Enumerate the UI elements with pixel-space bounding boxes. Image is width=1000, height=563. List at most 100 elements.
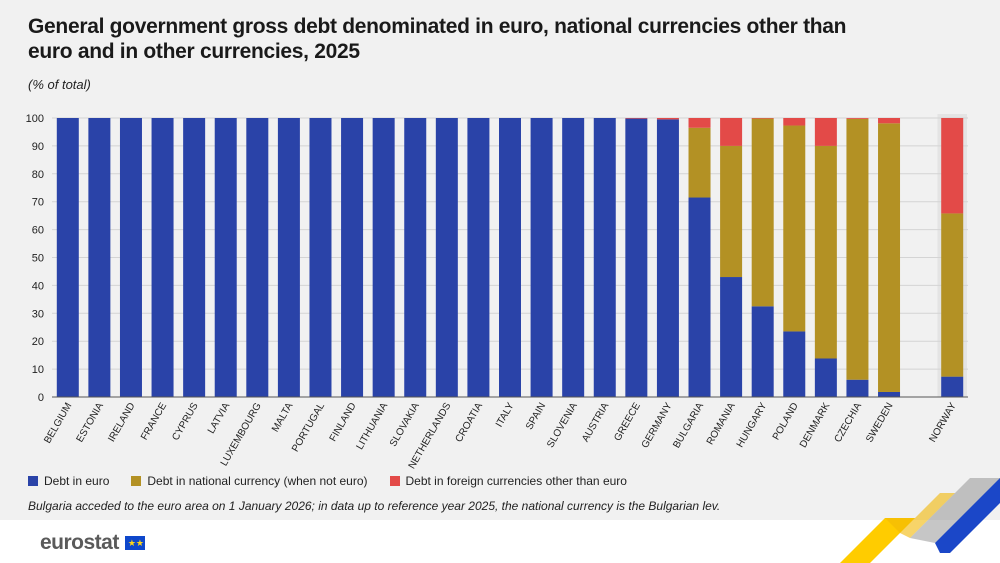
bar-segment [846,118,869,119]
x-tick-label: PORTUGAL [290,401,327,454]
footnote: Bulgaria acceded to the euro area on 1 J… [28,499,721,513]
chart-title: General government gross debt denominate… [28,15,847,63]
x-tick-label: NORWAY [927,401,959,445]
x-tick-label: SWEDEN [864,401,895,445]
x-tick-label: LATVIA [206,401,233,436]
y-tick-label: 70 [32,197,44,209]
bar-segment [625,118,648,398]
bar-segment [656,119,679,398]
bar-segment [593,118,616,397]
bar-segment [56,118,79,397]
y-tick-label: 60 [32,225,44,237]
x-tick-label: GREECE [612,401,643,443]
bar-segment [435,118,458,397]
legend-swatch-foreign [389,476,400,486]
x-tick-label: SLOVENIA [545,401,580,450]
y-tick-label: 0 [38,392,44,404]
bar-segment [372,118,395,397]
y-tick-label: 90 [32,141,44,153]
y-tick-label: 50 [32,253,44,265]
bar-segment [720,277,743,397]
unit-label: (% of total) [28,77,91,92]
bar-segment [814,358,837,397]
x-tick-label: CZECHIA [833,401,865,445]
y-tick-label: 40 [32,280,44,292]
x-tick-label: POLAND [771,401,801,442]
bar-segment [720,118,743,146]
bar-segment [878,123,901,392]
logo-text: eurostat [40,531,119,554]
y-tick-label: 30 [32,308,44,320]
x-tick-label: BELGIUM [42,401,74,445]
bar-segment [499,118,521,397]
x-tick-label: IRELAND [106,401,137,444]
y-tick-label: 20 [32,336,44,348]
x-tick-label: ROMANIA [705,401,738,447]
legend-swatch-euro [28,476,38,486]
x-tick-label: ITALY [494,401,517,430]
bar-segment [783,118,806,126]
y-tick-label: 10 [32,364,44,376]
legend-label-national: Debt in national currency (when not euro… [147,474,368,488]
bar-segment [941,376,964,397]
legend-label-euro: Debt in euro [44,474,110,488]
bar-segment [814,145,837,359]
legend: Debt in euro Debt in national currency (… [28,474,627,488]
x-tick-label: DENMARK [798,401,833,450]
bar-segment [246,118,269,397]
bar-segment [720,145,743,278]
bar-segment [656,118,679,120]
x-tick-label: FRANCE [139,401,169,442]
y-tick-label: 80 [32,169,44,181]
legend-item-euro: Debt in euro [28,474,109,488]
x-tick-label: CYPRUS [170,401,201,443]
bar-segment [814,118,837,146]
x-tick-label: BULGARIA [671,401,706,451]
stacked-bar-chart: 0 10 20 30 40 50 60 70 80 90 100 BELGIUM ESTONIA IREL… [26,113,968,470]
bar-segment [751,118,774,119]
eurostat-logo: eurostat ★★ [40,531,145,555]
bar-segment [688,127,711,198]
bar-segment [846,379,869,397]
bar-segment [119,118,142,397]
decorative-chevron-icon [840,478,1000,563]
bar-segment [688,197,711,397]
bar-segment [846,118,869,380]
bar-segment [183,118,206,397]
bar-segment [751,118,774,307]
x-tick-label: AUSTRIA [580,401,611,444]
bar-segment [214,118,237,397]
bar-segment [309,118,332,397]
x-tick-label: SLOVAKIA [388,401,422,449]
legend-item-national: Debt in national currency (when not euro… [131,474,368,488]
bar-segment [341,118,364,397]
y-tick-label: 100 [26,113,44,125]
bar-segment [404,118,427,397]
eu-flag-icon: ★★ [124,536,145,550]
bar-segment [151,118,174,397]
bar-segment [467,118,490,397]
bar-segment [878,391,901,397]
bar-segment [783,331,806,397]
footer-bar [0,520,1000,563]
x-tick-label: SPAIN [524,401,548,432]
bar-segment [562,118,585,397]
x-tick-label: GERMANY [640,401,675,451]
bar-segment [88,118,111,397]
bar-segment [530,118,553,397]
legend-item-foreign: Debt in foreign currencies other than eu… [389,474,627,488]
bar-segment [941,118,964,214]
x-tick-label: FINLAND [328,401,359,444]
legend-label-foreign: Debt in foreign currencies other than eu… [405,474,627,488]
bar-segment [941,213,964,377]
x-tick-label: ESTONIA [75,401,107,445]
bar-segment [783,125,806,332]
x-tick-label: MALTA [270,401,296,434]
bar-segment [878,118,901,124]
x-tick-label: CROATIA [454,401,486,445]
bar-segment [688,118,711,128]
legend-swatch-national [131,476,142,486]
x-tick-label: HUNGARY [735,401,770,450]
bar-segment [277,118,300,397]
x-tick-label: LITHUANIA [355,401,391,452]
